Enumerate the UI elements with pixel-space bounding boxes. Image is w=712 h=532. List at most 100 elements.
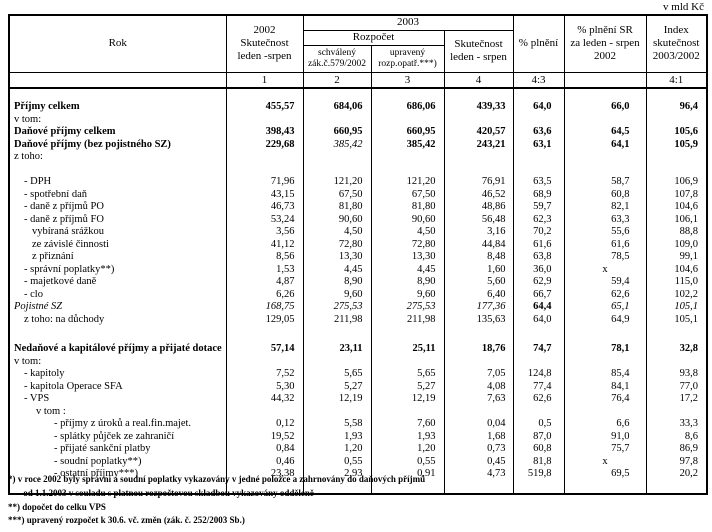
header-row-2: Rozpočet Skutečnost leden - srpen: [9, 29, 707, 73]
row-value: 1,20: [302, 443, 372, 456]
row-value: 81,80: [370, 201, 445, 214]
row-value: 63,8: [512, 251, 565, 264]
row-value: 25,11: [370, 343, 445, 356]
header-2003: 2003: [302, 14, 514, 31]
row-value: 55,6: [563, 226, 647, 239]
table-row: Daňové příjmy celkem 398,43 660,95 660,95 42…: [8, 126, 708, 139]
row-value: 58,7: [563, 176, 647, 189]
row-label: - kapitola Operace SFA: [8, 380, 227, 393]
row-value: 63,3: [563, 213, 647, 226]
table-row: - DPH 71,96 121,20 121,20 76,91 63,5 58,7 106,9: [8, 176, 708, 189]
row-label: v tom:: [8, 113, 227, 126]
row-value: 41,12: [225, 238, 304, 251]
row-value: 660,95: [302, 126, 372, 139]
row-value: 660,95: [370, 126, 445, 139]
row-label: Příjmy celkem: [8, 101, 227, 114]
header-row-3: schválený zák.č.579/2002 upravený rozp.o…: [9, 44, 707, 73]
header-schvaleny: schválený zák.č.579/2002: [302, 44, 372, 73]
numbering-cell: [563, 71, 647, 89]
row-label: - daně z příjmů PO: [8, 201, 227, 214]
row-value: 3,56: [225, 226, 304, 239]
row-value: 9,60: [370, 288, 445, 301]
row-value: 13,30: [370, 251, 445, 264]
row-label: - správní poplatky**): [8, 263, 227, 276]
spacer-cell: [302, 163, 372, 176]
row-value: 62,9: [512, 276, 565, 289]
header-plneni: % plnění: [512, 14, 565, 73]
row-label: Daňové příjmy (bez pojistného SZ): [8, 138, 227, 151]
spacer-cell: [443, 87, 514, 101]
row-value: 4,50: [302, 226, 372, 239]
row-value: 104,6: [645, 201, 708, 214]
spacer-cell: [645, 326, 708, 343]
row-value: 1,93: [370, 430, 445, 443]
row-value: 105,1: [645, 313, 708, 326]
spacer-cell: [302, 326, 372, 343]
row-value: [645, 151, 708, 164]
row-label: - soudní poplatky**): [8, 455, 227, 468]
table-row: - clo 6,26 9,60 9,60 6,40 66,7 62,6 102,2: [8, 288, 708, 301]
row-value: 19,52: [225, 430, 304, 443]
row-value: 60,8: [512, 443, 565, 456]
table-row: - příjmy z úroků a real.fin.majet. 0,12 5,…: [8, 418, 708, 431]
header-plneni-sr: % plnění SR za leden - srpen 2002: [563, 14, 647, 73]
row-value: 72,80: [370, 238, 445, 251]
row-value: 211,98: [302, 313, 372, 326]
row-value: 115,0: [645, 276, 708, 289]
table-row: vybíraná srážkou 3,56 4,50 4,50 3,16 70,2 55,6…: [8, 226, 708, 239]
spacer-row: [8, 326, 708, 343]
row-label: - VPS: [8, 393, 227, 406]
table-row: - přijaté sankční platby 0,84 1,20 1,20 0,73…: [8, 443, 708, 456]
row-value: [370, 113, 445, 126]
row-value: 6,6: [563, 418, 647, 431]
row-label: z toho: na důchody: [8, 313, 227, 326]
spacer-cell: [370, 87, 445, 101]
row-value: 46,73: [225, 201, 304, 214]
row-value: 91,0: [563, 430, 647, 443]
row-value: 76,4: [563, 393, 647, 406]
header-row-1: Rok 2002 Skutečnost leden -srpen 2003 % …: [8, 14, 708, 73]
table-row: - soudní poplatky**) 0,46 0,55 0,55 0,45 81,8…: [8, 455, 708, 468]
spacer-cell: [563, 326, 647, 343]
row-label: v tom :: [8, 405, 227, 418]
row-value: 129,05: [225, 313, 304, 326]
budget-table: Rok 2002 Skutečnost leden -srpen 2003 % …: [8, 14, 709, 495]
row-value: [443, 113, 514, 126]
table-row: z toho:: [8, 151, 708, 164]
row-value: 0,55: [302, 455, 372, 468]
spacer-cell: [8, 326, 227, 343]
row-value: 56,48: [443, 213, 514, 226]
table-row: - majetkové daně 4,87 8,90 8,90 5,60 62,9 59,4…: [8, 276, 708, 289]
row-label: z toho:: [8, 151, 227, 164]
table-row: v tom:: [8, 355, 708, 368]
footnote: - od 1.1.2003 v souladu s platnou rozpoč…: [18, 487, 314, 498]
row-value: 75,7: [563, 443, 647, 456]
table-row: - daně z příjmů PO 46,73 81,80 81,80 48,86 59…: [8, 201, 708, 214]
row-value: [225, 151, 304, 164]
row-label: - spotřební daň: [8, 188, 227, 201]
row-value: 96,4: [645, 101, 708, 114]
row-value: 64,0: [512, 313, 565, 326]
row-value: [225, 355, 304, 368]
row-value: 8,90: [302, 276, 372, 289]
table-row: ze závislé činnosti 41,12 72,80 72,80 44,84 6…: [8, 238, 708, 251]
row-label: Daňové příjmy celkem: [8, 126, 227, 139]
row-value: 62,6: [563, 288, 647, 301]
row-value: [302, 355, 372, 368]
row-value: 44,84: [443, 238, 514, 251]
row-label: - splátky půjček ze zahraničí: [8, 430, 227, 443]
row-value: 17,2: [645, 393, 708, 406]
spacer-row: [8, 480, 708, 494]
row-value: 106,9: [645, 176, 708, 189]
spacer-cell: [563, 163, 647, 176]
row-value: 5,65: [370, 368, 445, 381]
row-value: 5,27: [302, 380, 372, 393]
row-value: 0,5: [512, 418, 565, 431]
row-value: 77,4: [512, 380, 565, 393]
row-value: 63,5: [512, 176, 565, 189]
row-value: 90,60: [302, 213, 372, 226]
row-value: 64,1: [563, 138, 647, 151]
row-value: 135,63: [443, 313, 514, 326]
row-value: 84,1: [563, 380, 647, 393]
